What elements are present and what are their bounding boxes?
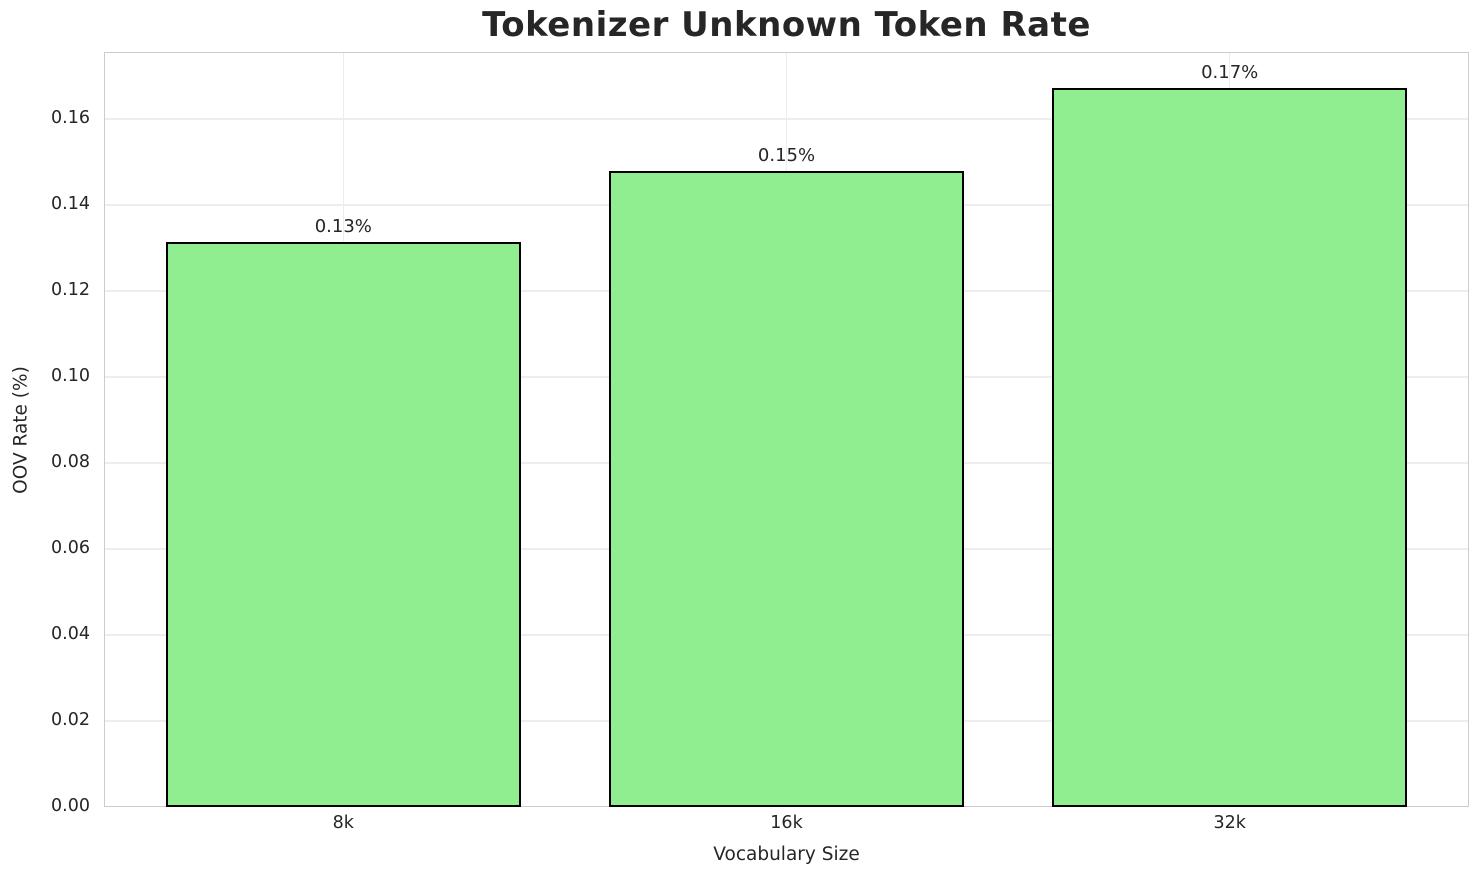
gridline-y [104, 118, 1469, 120]
y-tick-label: 0.06 [51, 538, 90, 559]
bar-value-label: 0.15% [757, 145, 816, 167]
x-tick-label: 8k [332, 813, 354, 833]
y-tick-label: 0.00 [51, 796, 90, 816]
y-tick-label: 0.08 [51, 452, 90, 473]
chart-title: Tokenizer Unknown Token Rate [482, 5, 1091, 45]
bar-8k [166, 242, 521, 807]
y-tick-label: 0.16 [51, 108, 90, 129]
y-tick-label: 0.10 [51, 366, 90, 387]
y-tick-label: 0.14 [51, 194, 90, 215]
bar-32k [1052, 88, 1407, 807]
bar-value-label: 0.13% [314, 216, 372, 238]
y-tick-label: 0.12 [51, 280, 90, 301]
x-tick-label: 32k [1213, 813, 1246, 833]
y-tick-label: 0.04 [51, 624, 90, 645]
plot-area: 0.00 0.02 0.04 0.06 0.08 0.10 0.12 0.14 0.16 0.13… [51, 52, 1469, 833]
y-tick-label: 0.02 [51, 710, 90, 730]
y-axis-label: OOV Rate (%) [10, 366, 32, 494]
x-axis-label: Vocabulary Size [713, 844, 860, 865]
bar-value-label: 0.17% [1201, 62, 1259, 84]
x-tick-label: 16k [770, 813, 803, 833]
bar-16k [609, 171, 964, 807]
